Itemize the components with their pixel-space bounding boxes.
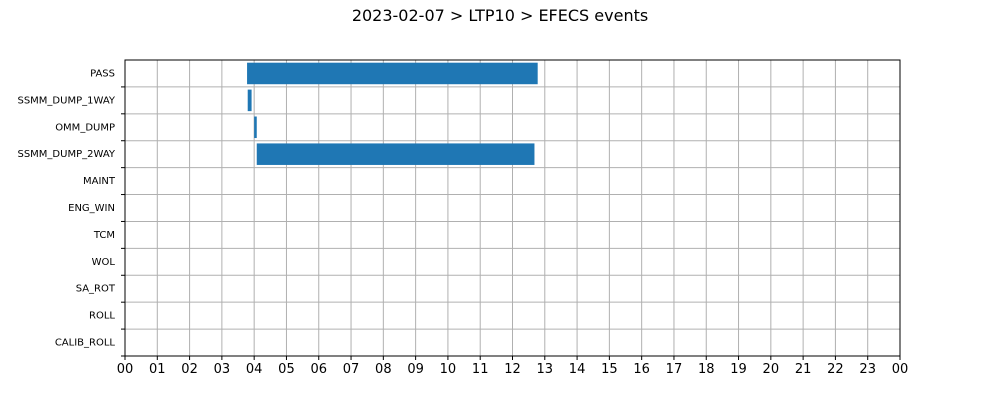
x-tick-label: 21 xyxy=(795,362,812,377)
x-tick-label: 09 xyxy=(407,362,424,377)
x-tick-label: 20 xyxy=(763,362,780,377)
x-tick-label: 00 xyxy=(892,362,909,377)
x-tick-label: 06 xyxy=(310,362,327,377)
x-tick-label: 12 xyxy=(504,362,521,377)
x-tick-label: 03 xyxy=(214,362,231,377)
y-tick-label: PASS xyxy=(90,68,115,79)
x-tick-label: 01 xyxy=(149,362,166,377)
event-bar-ssmm-dump-2way xyxy=(256,143,535,165)
event-bar-omm-dump xyxy=(254,116,257,139)
x-tick-label: 22 xyxy=(827,362,844,377)
x-tick-label: 19 xyxy=(730,362,747,377)
grid-lines xyxy=(124,60,901,357)
y-tick-label: MAINT xyxy=(83,176,116,187)
y-tick-label: SSMM_DUMP_1WAY xyxy=(17,95,115,106)
event-bar-pass xyxy=(247,62,538,85)
x-tick-label: 14 xyxy=(569,362,586,377)
y-tick-label: ROLL xyxy=(89,311,115,322)
x-tick-label: 15 xyxy=(601,362,618,377)
y-tick-label: TCM xyxy=(93,230,115,241)
x-tick-label: 02 xyxy=(181,362,198,377)
x-tick-label: 11 xyxy=(472,362,489,377)
x-tick-label: 10 xyxy=(440,362,457,377)
y-tick-label: ENG_WIN xyxy=(68,203,115,214)
event-bars xyxy=(247,62,538,165)
y-axis: PASS SSMM_DUMP_1WAY OMM_DUMP SSMM_DUMP_2WAY… xyxy=(17,68,125,357)
x-axis: 00 01 02 03 04 05 06 07 08 09 10 11 12 13 14 15 16 17 18 19… xyxy=(117,356,909,377)
y-tick-label: SA_ROT xyxy=(76,284,116,295)
y-tick-label: OMM_DUMP xyxy=(55,122,115,133)
x-tick-label: 08 xyxy=(375,362,392,377)
x-tick-label: 13 xyxy=(537,362,554,377)
x-tick-label: 07 xyxy=(343,362,360,377)
event-bar-ssmm-dump-1way xyxy=(247,89,252,112)
x-tick-label: 00 xyxy=(117,362,134,377)
y-tick-label: SSMM_DUMP_2WAY xyxy=(17,149,115,160)
y-tick-label: CALIB_ROLL xyxy=(55,338,116,349)
y-tick-label: WOL xyxy=(92,257,116,268)
x-tick-label: 05 xyxy=(278,362,295,377)
x-tick-label: 18 xyxy=(698,362,715,377)
x-tick-label: 17 xyxy=(666,362,683,377)
chart-title: 2023-02-07 > LTP10 > EFECS events xyxy=(351,6,649,25)
x-tick-label: 23 xyxy=(859,362,876,377)
x-tick-label: 04 xyxy=(246,362,263,377)
x-tick-label: 16 xyxy=(633,362,650,377)
